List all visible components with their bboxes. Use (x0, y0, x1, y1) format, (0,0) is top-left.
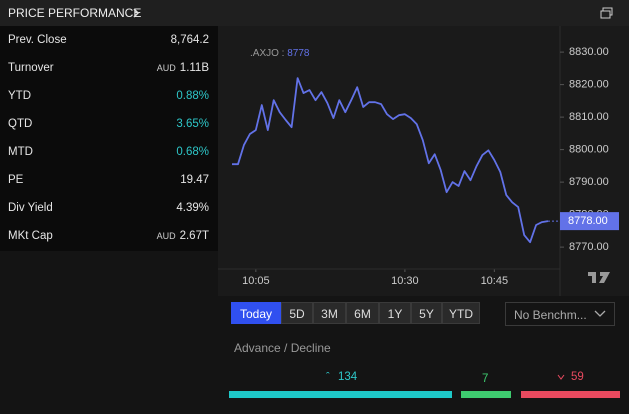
y-tick-label: 8770.00 (569, 241, 609, 253)
stat-row: QTD 3.65% (0, 110, 218, 138)
stat-label: Prev. Close (8, 34, 67, 46)
y-tick-label: 8830.00 (569, 46, 609, 58)
chart-area: 8770.008780.008790.008800.008810.008820.… (218, 26, 629, 296)
stat-row: PE 19.47 (0, 166, 218, 194)
popout-icon[interactable] (600, 7, 613, 19)
stat-unit: AUD (156, 63, 176, 73)
price-line (232, 77, 549, 244)
stat-label: MKt Cap (8, 230, 53, 242)
stat-value: 1.11B (179, 62, 209, 74)
last-value-box (560, 212, 619, 231)
stat-row: Turnover AUD 1.11B (0, 54, 218, 82)
stat-value-wrap: AUD 1.11B (157, 62, 209, 74)
stat-label: MTD (8, 146, 33, 158)
stat-label: PE (8, 174, 24, 186)
y-tick-label: 8800.00 (569, 144, 609, 156)
y-tick-label: 8790.00 (569, 176, 609, 188)
decline-bar (521, 391, 620, 398)
header: PRICE PERFORMANCE (0, 0, 629, 26)
stat-value-wrap: 3.65% (176, 118, 209, 130)
stat-value-wrap: 19.47 (180, 174, 209, 186)
stat-row: Div Yield 4.39% (0, 194, 218, 222)
last-value-label: 8778.00 (568, 215, 608, 227)
chevron-icon (133, 8, 140, 18)
stat-label: Turnover (8, 62, 54, 74)
y-tick-label: 8810.00 (569, 111, 609, 123)
legend: .AXJO : 8778 (250, 48, 310, 59)
legend-value: 8778 (287, 48, 310, 59)
range-button[interactable]: 5Y (411, 302, 442, 324)
range-button[interactable]: 1Y (379, 302, 411, 324)
stat-label: QTD (8, 118, 33, 130)
stat-value-wrap: 0.88% (176, 90, 209, 102)
tv-logo (588, 272, 610, 283)
decline-count: 59 (571, 371, 584, 383)
stat-value-wrap: 0.68% (176, 146, 209, 158)
range-button[interactable]: 3M (313, 302, 346, 324)
advance-bar (229, 391, 452, 398)
header-title[interactable]: PRICE PERFORMANCE (8, 6, 142, 20)
stat-value-wrap: AUD 2.67T (157, 230, 209, 242)
stat-value: 19.47 (180, 174, 209, 186)
advance-decline-title: Advance / Decline (234, 341, 331, 355)
legend-sep: : (279, 48, 287, 59)
stat-value: 3.65% (176, 118, 209, 130)
dropdown-icon (594, 310, 606, 317)
y-tick-label: 8820.00 (569, 79, 609, 91)
stat-value: 0.68% (176, 146, 209, 158)
decline-arrow (557, 374, 565, 380)
stats-panel: Prev. Close 8,764.2 Turnover AUD 1.11B YTD 0.8… (0, 26, 218, 251)
x-tick-label: 10:45 (481, 275, 509, 287)
range-button[interactable]: Today (231, 302, 281, 324)
stat-value: 2.67T (179, 230, 209, 242)
x-tick-label: 10:05 (242, 275, 270, 287)
range-button[interactable]: 5D (281, 302, 313, 324)
stat-value: 0.88% (176, 90, 209, 102)
stat-row: YTD 0.88% (0, 82, 218, 110)
stat-row: MTD 0.68% (0, 138, 218, 166)
unchanged-count: 7 (482, 373, 489, 385)
stat-value: 4.39% (176, 202, 209, 214)
range-button[interactable]: YTD (442, 302, 480, 324)
stat-label: Div Yield (8, 202, 53, 214)
unchanged-bar (461, 391, 511, 398)
stat-unit: AUD (156, 231, 176, 241)
stat-label: YTD (8, 90, 31, 102)
stat-value-wrap: 8,764.2 (171, 34, 209, 46)
stat-row: MKt Cap AUD 2.67T (0, 222, 218, 250)
legend-symbol: .AXJO (250, 48, 279, 59)
benchmark-select[interactable]: No Benchm... (505, 302, 615, 326)
stat-value-wrap: 4.39% (176, 202, 209, 214)
advance-count: 134 (338, 371, 358, 383)
stat-row: Prev. Close 8,764.2 (0, 26, 218, 54)
advance-arrow: ˆ (326, 371, 330, 383)
chart: 8770.008780.008790.008800.008810.008820.… (218, 26, 619, 296)
stat-value: 8,764.2 (170, 34, 209, 46)
range-button[interactable]: 6M (346, 302, 379, 324)
x-tick-label: 10:30 (391, 275, 419, 287)
benchmark-text: No Benchm... (514, 308, 587, 322)
